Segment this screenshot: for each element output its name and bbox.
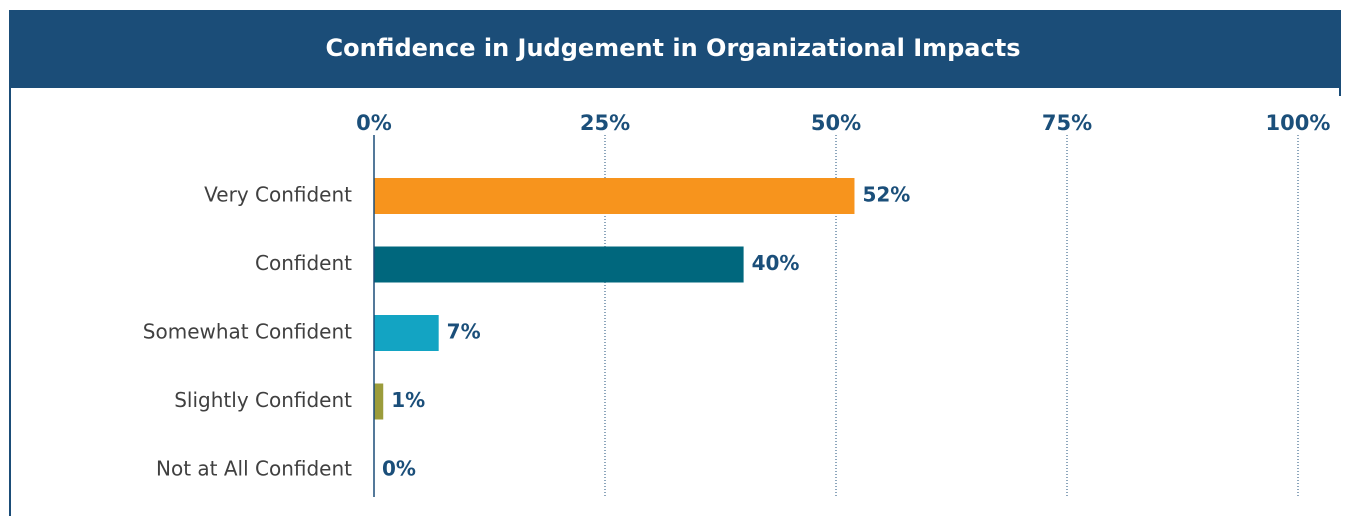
value-label: 1%: [391, 388, 425, 412]
x-tick-label: 0%: [356, 111, 392, 135]
x-tick-label: 25%: [580, 111, 630, 135]
value-label: 0%: [382, 457, 416, 481]
x-tick-label: 75%: [1042, 111, 1092, 135]
bar: [374, 383, 384, 420]
chart-title: Confidence in Judgement in Organizationa…: [325, 34, 1020, 62]
value-label: 52%: [862, 183, 910, 207]
bar: [374, 246, 744, 283]
value-label: 7%: [447, 320, 481, 344]
y-tick-label: Very Confident: [204, 183, 352, 207]
x-tick-label: 100%: [1266, 111, 1331, 135]
title-bar: [10, 10, 1340, 88]
bar: [374, 315, 439, 351]
y-tick-label: Confident: [255, 251, 352, 275]
value-label: 40%: [752, 251, 800, 275]
bar: [374, 178, 855, 214]
y-tick-label: Not at All Confident: [156, 457, 352, 481]
x-tick-label: 50%: [811, 111, 861, 135]
y-tick-label: Slightly Confident: [174, 388, 352, 412]
y-tick-label: Somewhat Confident: [143, 320, 352, 344]
